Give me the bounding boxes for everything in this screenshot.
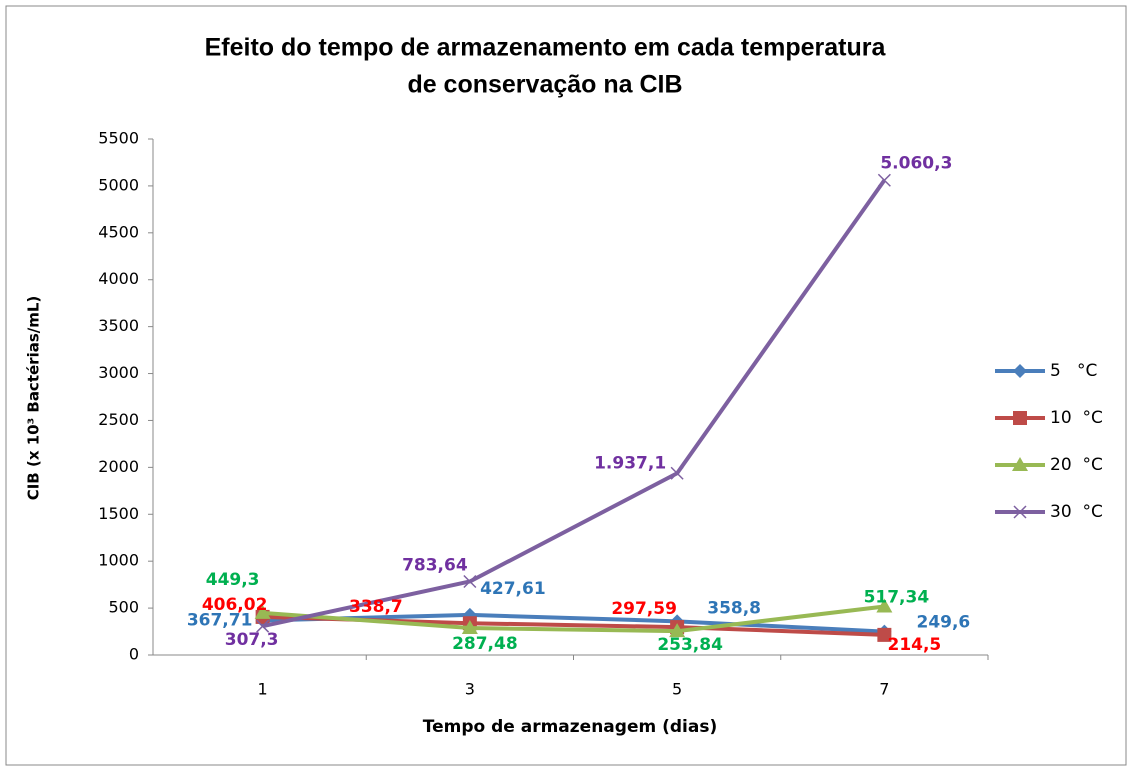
legend-marker (1013, 364, 1027, 378)
data-label: 297,59 (611, 599, 677, 619)
y-tick-label: 4500 (98, 222, 139, 241)
data-point (461, 620, 478, 635)
chart-border (5, 5, 1127, 766)
data-point (463, 574, 477, 589)
data-label: 338,7 (349, 597, 403, 617)
data-label: 367,71 (187, 611, 253, 631)
y-axis-title: CIB (x 10³ Bactérias/mL) (25, 296, 43, 501)
legend-marker (1013, 411, 1027, 425)
x-tick-label: 7 (879, 680, 889, 699)
data-label: 427,61 (480, 579, 546, 599)
data-point (256, 619, 270, 633)
data-label: 253,84 (657, 635, 723, 655)
legend-label: 5 °C (1050, 361, 1097, 381)
y-tick-label: 1500 (98, 504, 139, 523)
y-tick-label: 0 (129, 645, 139, 664)
data-label: 249,6 (916, 613, 970, 633)
x-tick-label: 5 (672, 680, 682, 699)
data-label: 783,64 (402, 555, 468, 575)
data-point (670, 466, 684, 480)
data-label: 406,02 (202, 595, 268, 615)
y-tick-label: 2000 (98, 457, 139, 476)
series-line (262, 179, 887, 629)
data-label: 1.937,1 (594, 453, 666, 473)
legend-label: 20 °C (1050, 455, 1103, 475)
y-tick-label: 4000 (98, 269, 139, 288)
x-tick-label: 1 (258, 680, 268, 699)
y-tick-label: 2500 (98, 410, 139, 429)
y-tick-label: 3500 (98, 316, 139, 335)
data-label: 287,48 (452, 634, 518, 654)
legend-label: 10 °C (1050, 408, 1103, 428)
y-tick-label: 5000 (98, 175, 139, 194)
series-line (262, 604, 885, 634)
legend-marker (1013, 505, 1027, 519)
y-tick-label: 500 (108, 598, 139, 617)
data-label: 307,3 (225, 630, 279, 650)
y-tick-label: 1000 (98, 551, 139, 570)
legend-marker (1012, 457, 1028, 471)
series-line (262, 612, 885, 634)
data-label: 449,3 (206, 570, 260, 590)
chart-title: de conservação na CIB (407, 71, 682, 99)
data-point (669, 623, 686, 638)
data-label: 517,34 (864, 587, 930, 607)
chart-title: Efeito do tempo de armazenamento em cada… (205, 34, 887, 62)
y-tick-label: 5500 (98, 129, 139, 148)
data-point (876, 598, 893, 613)
data-label: 214,5 (887, 635, 941, 655)
data-label: 358,8 (707, 598, 761, 618)
data-point (877, 173, 891, 187)
data-label: 5.060,3 (880, 153, 952, 173)
y-tick-label: 3000 (98, 363, 139, 382)
x-tick-label: 3 (465, 680, 475, 699)
data-point (254, 604, 271, 619)
x-axis-title: Tempo de armazenagem (dias) (423, 717, 717, 737)
data-point (877, 627, 892, 642)
legend-label: 30 °C (1050, 502, 1103, 522)
